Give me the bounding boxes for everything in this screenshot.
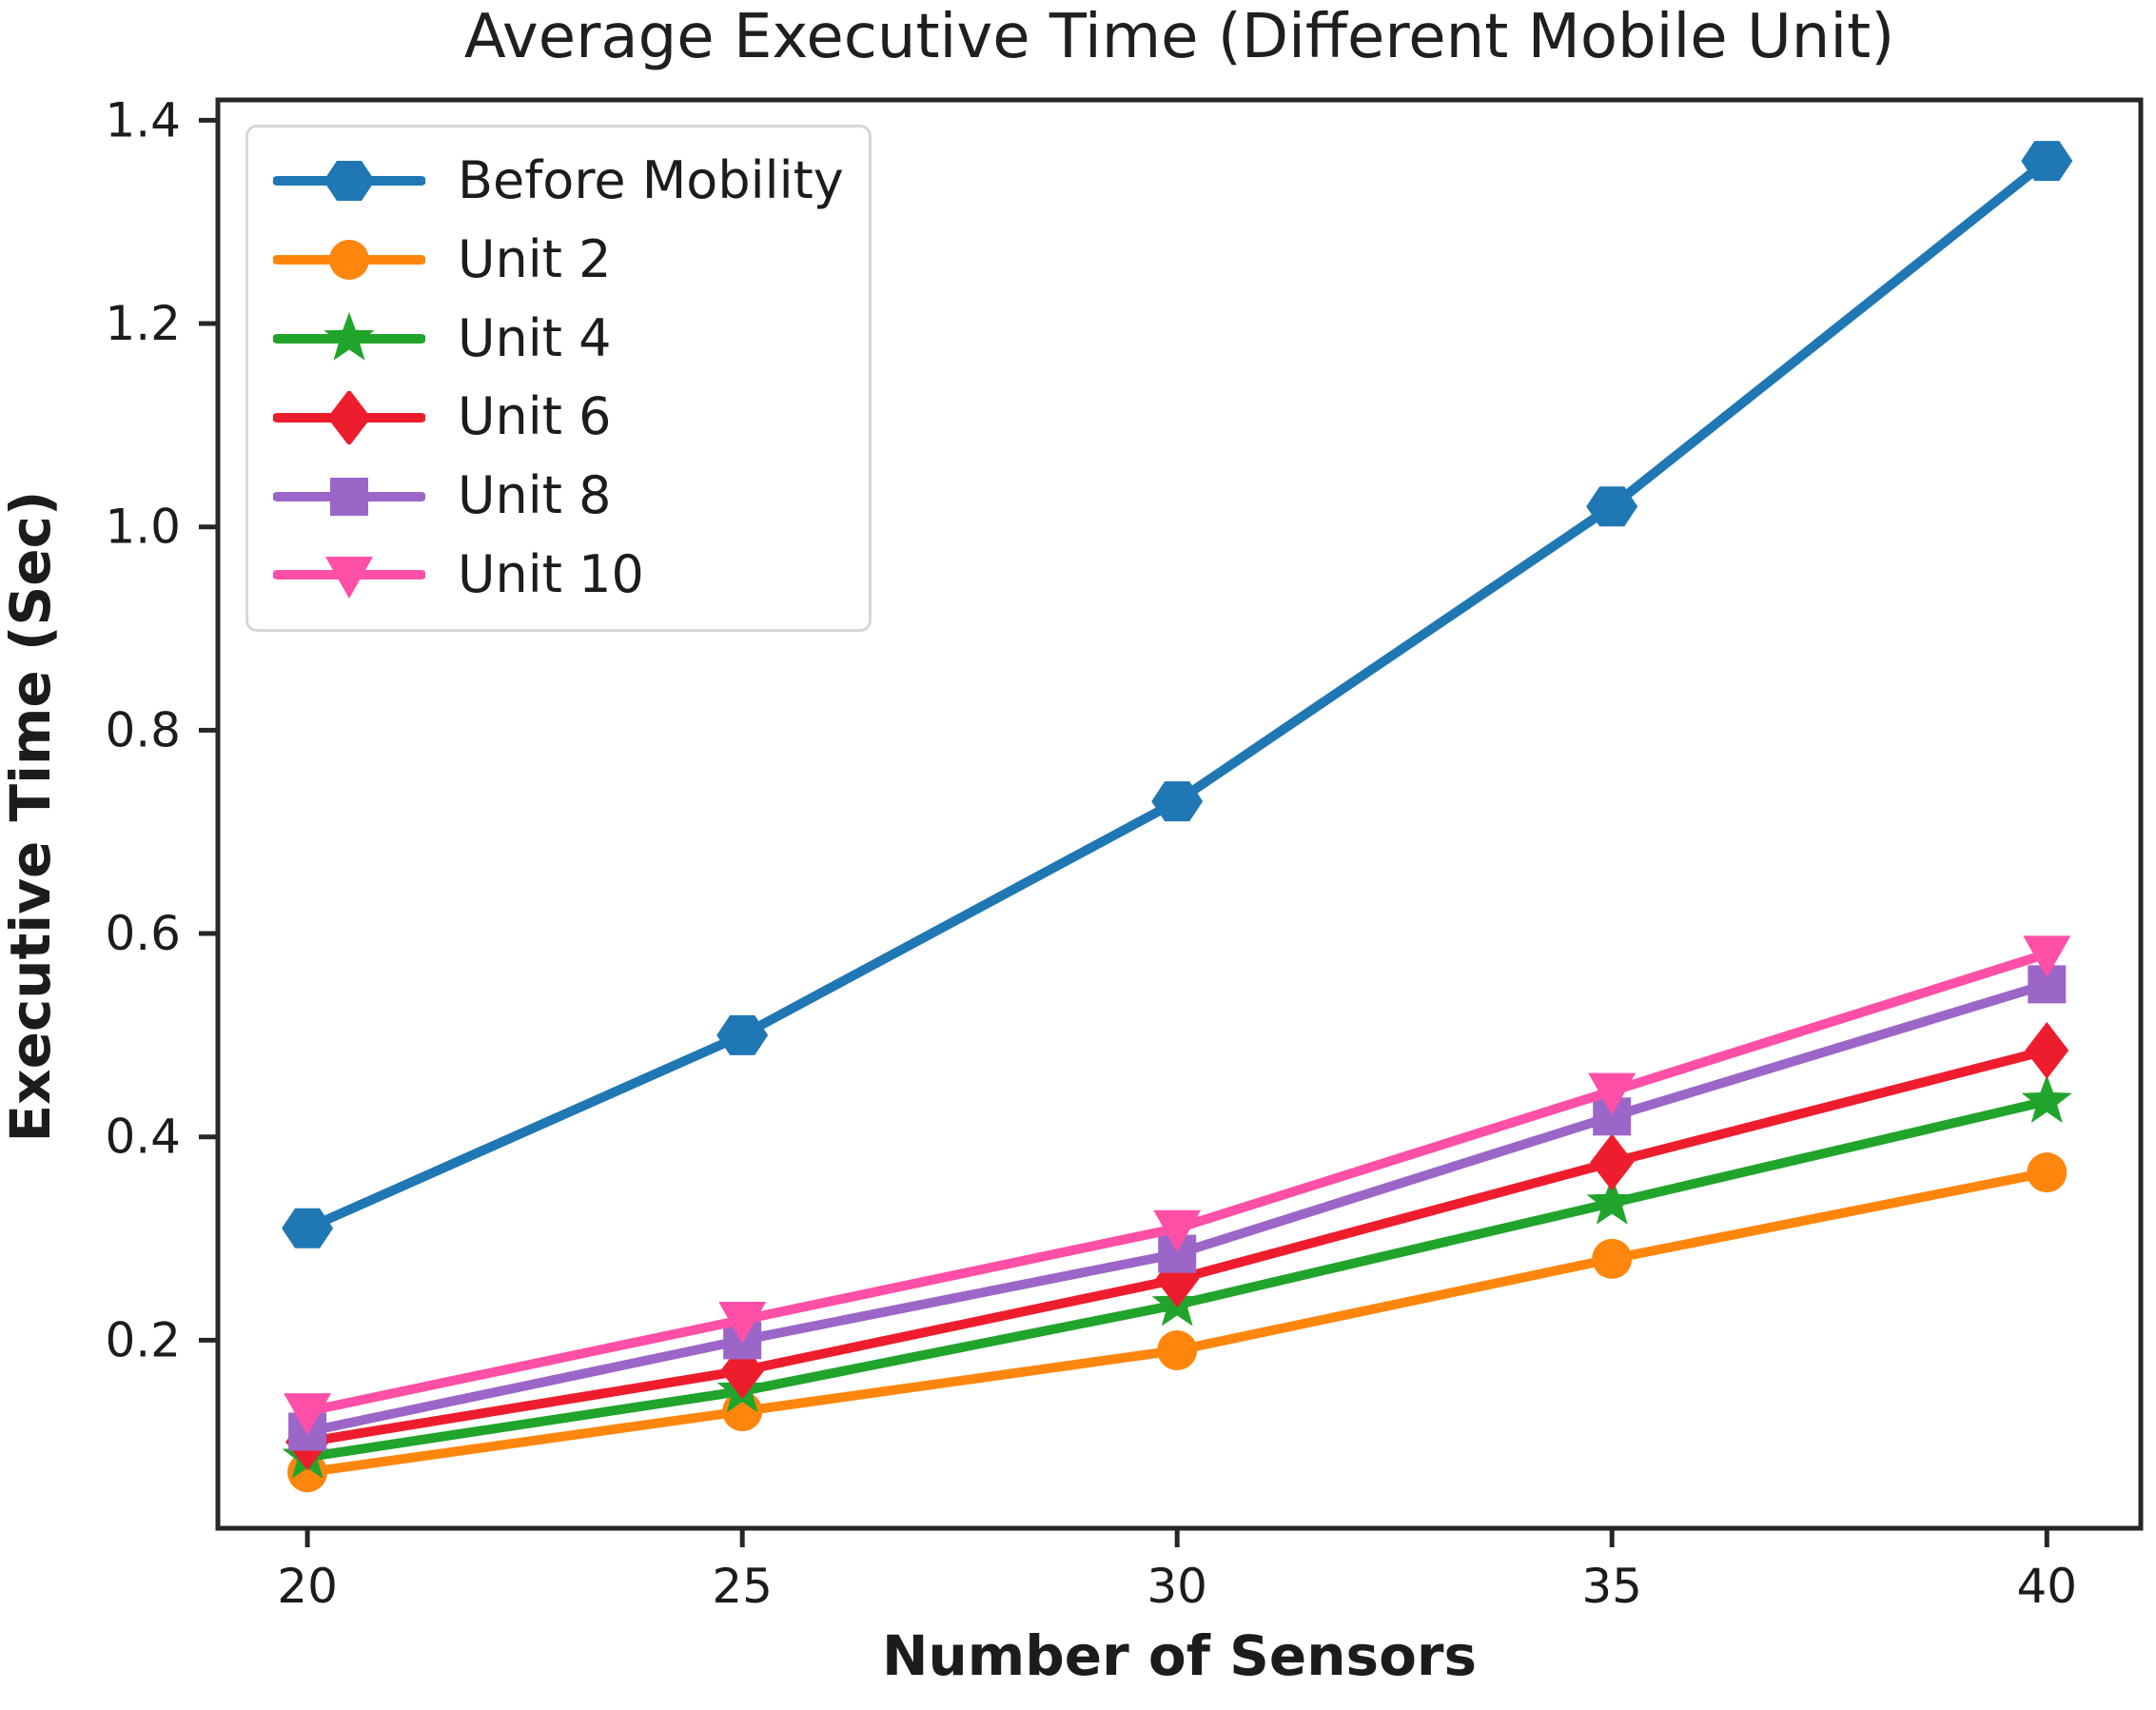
- marker-hexagon-icon: [2021, 141, 2073, 182]
- marker-triangle-down-icon: [2023, 935, 2071, 978]
- y-tick-label: 0.2: [105, 1312, 181, 1367]
- x-tick-label: 30: [1147, 1559, 1207, 1614]
- y-tick-label: 0.8: [105, 702, 181, 757]
- legend-sample-triangle-down-icon: [273, 557, 425, 599]
- marker-circle-icon: [1157, 1330, 1198, 1370]
- legend: Before Mobility Unit 2 Unit 4 Unit 6 Unit 8 U…: [245, 125, 872, 632]
- marker-triangle-down-icon: [718, 1302, 767, 1344]
- legend-item: Unit 6: [273, 386, 844, 448]
- legend-item-label: Unit 6: [458, 386, 612, 447]
- marker-star-icon: [1586, 1176, 1637, 1225]
- legend-item-label: Unit 4: [458, 307, 612, 368]
- legend-item: Before Mobility: [273, 150, 844, 212]
- marker-star-icon: [323, 311, 375, 361]
- x-tick-label: 20: [277, 1559, 338, 1614]
- y-tick-label: 0.6: [105, 906, 181, 961]
- legend-item: Unit 10: [273, 544, 844, 606]
- marker-triangle-down-icon: [1153, 1209, 1202, 1252]
- legend-item-label: Unit 10: [458, 543, 644, 604]
- marker-hexagon-icon: [282, 1208, 334, 1248]
- legend-sample-hexagon-icon: [273, 161, 425, 202]
- legend-item-label: Unit 8: [458, 465, 612, 526]
- x-tick-label: 40: [2016, 1559, 2077, 1614]
- marker-hexagon-icon: [1151, 781, 1204, 822]
- marker-circle-icon: [329, 240, 369, 281]
- legend-item: Unit 2: [273, 229, 844, 291]
- marker-circle-icon: [1592, 1238, 1633, 1279]
- chart-title: Average Executive Time (Different Mobile…: [463, 2, 1895, 72]
- legend-item: Unit 4: [273, 308, 844, 370]
- x-axis-label: Number of Sensors: [881, 1623, 1478, 1688]
- marker-hexagon-icon: [323, 161, 375, 202]
- marker-diamond-icon: [1590, 1133, 1635, 1191]
- legend-sample-circle-icon: [273, 240, 425, 281]
- legend-sample-diamond-icon: [273, 390, 425, 444]
- marker-circle-icon: [2027, 1152, 2068, 1193]
- marker-hexagon-icon: [716, 1014, 769, 1055]
- marker-square-icon: [330, 477, 368, 516]
- marker-triangle-down-icon: [1588, 1072, 1637, 1115]
- legend-sample-square-icon: [273, 477, 425, 516]
- y-tick-label: 1.2: [105, 296, 181, 351]
- x-tick-label: 25: [712, 1559, 773, 1614]
- marker-diamond-icon: [2025, 1021, 2069, 1079]
- marker-star-icon: [2021, 1074, 2072, 1123]
- marker-diamond-icon: [327, 390, 371, 444]
- legend-item-label: Before Mobility: [458, 150, 844, 210]
- plot-border: [215, 97, 2144, 1531]
- legend-item: Unit 8: [273, 465, 844, 527]
- y-tick-label: 0.4: [105, 1110, 181, 1165]
- marker-triangle-down-icon: [284, 1393, 332, 1436]
- legend-sample-star-icon: [273, 311, 425, 361]
- y-tick-label: 1.0: [105, 500, 181, 555]
- y-tick-label: 1.4: [105, 92, 181, 147]
- marker-triangle-down-icon: [325, 557, 373, 599]
- x-tick-label: 35: [1581, 1559, 1642, 1614]
- marker-hexagon-icon: [1586, 486, 1638, 527]
- legend-item-label: Unit 2: [458, 228, 612, 289]
